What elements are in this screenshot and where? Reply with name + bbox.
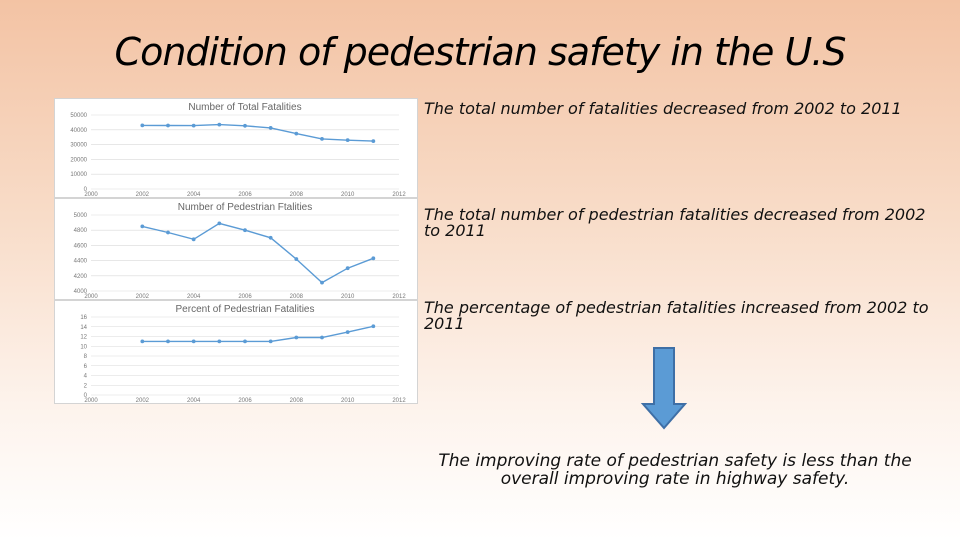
y-tick-label: 14 xyxy=(80,325,87,331)
x-tick-label: 2012 xyxy=(392,398,406,403)
y-tick-label: 4 xyxy=(84,374,88,380)
y-tick-label: 50000 xyxy=(70,113,87,119)
pedestrian-percent-chart: Percent of Pedestrian Fatalities 0 2 4 6 8 10 1… xyxy=(54,300,418,404)
data-point xyxy=(191,237,196,242)
y-tick-label: 4800 xyxy=(74,228,88,234)
pedestrian-fatalities-chart: Number of Pedestrian Ftalities 4000 4200 44… xyxy=(54,198,418,300)
series-line xyxy=(142,123,374,142)
data-point xyxy=(217,122,222,127)
pedestrian-fatalities-chart-svg: Number of Pedestrian Ftalities 4000 4200 44… xyxy=(74,202,407,299)
data-point xyxy=(191,123,196,128)
data-point xyxy=(345,138,350,143)
x-tick-label: 2008 xyxy=(290,192,304,197)
data-point xyxy=(294,257,299,261)
data-point xyxy=(345,266,350,271)
total-fatalities-chart-svg: Number of Total Fatalities 0 10000 20000 300… xyxy=(70,102,406,197)
x-tick-label: 2006 xyxy=(238,192,252,197)
x-tick-label: 2002 xyxy=(136,294,150,299)
y-tick-label: 16 xyxy=(80,315,87,321)
data-point xyxy=(320,136,324,141)
data-point xyxy=(217,339,222,344)
data-point xyxy=(166,123,170,128)
data-point xyxy=(268,339,273,344)
data-point xyxy=(371,256,376,261)
data-point xyxy=(268,235,273,240)
bullet-total-fatalities: The total number of fatalities decreased… xyxy=(424,99,902,118)
data-point xyxy=(140,123,145,128)
data-point xyxy=(140,339,145,344)
y-tick-label: 20000 xyxy=(70,157,87,163)
x-tick-label: 2002 xyxy=(136,398,150,403)
x-tick-label: 2010 xyxy=(341,294,355,299)
x-tick-label: 2004 xyxy=(187,294,201,299)
total-fatalities-chart: Number of Total Fatalities 0 10000 20000 300… xyxy=(54,98,418,198)
data-point xyxy=(320,335,324,340)
chart-title: Percent of Pedestrian Fatalities xyxy=(176,304,315,315)
series-line xyxy=(142,222,374,284)
data-point xyxy=(243,228,247,233)
x-tick-label: 2004 xyxy=(187,398,201,403)
data-point xyxy=(166,339,170,344)
y-tick-label: 0 xyxy=(84,187,88,193)
slide-title: Condition of pedestrian safety in the U.… xyxy=(114,30,847,74)
x-tick-label: 2000 xyxy=(84,192,98,197)
x-tick-label: 2008 xyxy=(290,294,304,299)
y-tick-label: 4000 xyxy=(74,289,88,295)
x-tick-label: 2008 xyxy=(290,398,304,403)
y-tick-label: 4400 xyxy=(74,259,88,265)
x-tick-label: 2012 xyxy=(392,294,406,299)
y-tick-label: 12 xyxy=(80,335,87,341)
y-tick-label: 40000 xyxy=(70,128,87,134)
pedestrian-percent-chart-svg: Percent of Pedestrian Fatalities 0 2 4 6 8 10 1… xyxy=(80,304,406,403)
x-tick-label: 2012 xyxy=(392,192,406,197)
x-tick-label: 2006 xyxy=(238,294,252,299)
data-point xyxy=(166,230,170,235)
down-arrow-icon xyxy=(640,346,688,435)
data-point xyxy=(294,335,299,340)
data-point xyxy=(294,131,299,136)
x-tick-label: 2006 xyxy=(238,398,252,403)
y-tick-label: 4600 xyxy=(74,243,88,249)
y-tick-label: 30000 xyxy=(70,143,87,149)
y-tick-label: 5000 xyxy=(74,213,88,219)
conclusion-text: The improving rate of pedestrian safety … xyxy=(438,451,912,489)
bullet-pedestrian-fatalities: The total number of pedestrian fatalitie… xyxy=(424,205,926,240)
chart-title: Number of Pedestrian Ftalities xyxy=(178,202,313,213)
y-tick-label: 2 xyxy=(84,383,88,389)
x-tick-label: 2010 xyxy=(341,192,355,197)
data-point xyxy=(140,224,145,229)
data-point xyxy=(371,139,376,143)
y-tick-label: 0 xyxy=(84,393,88,399)
x-tick-label: 2000 xyxy=(84,294,98,299)
y-tick-label: 10000 xyxy=(70,172,87,178)
series-line xyxy=(142,325,374,343)
data-point xyxy=(243,339,247,344)
y-tick-label: 10 xyxy=(80,344,87,350)
y-tick-label: 4200 xyxy=(74,274,88,280)
x-tick-label: 2004 xyxy=(187,192,201,197)
data-point xyxy=(371,324,376,329)
data-point xyxy=(268,126,273,130)
bullet-pedestrian-percent: The percentage of pedestrian fatalities … xyxy=(424,298,929,333)
chart-title: Number of Total Fatalities xyxy=(188,102,301,113)
data-point xyxy=(191,339,196,344)
x-tick-label: 2002 xyxy=(136,192,150,197)
data-point xyxy=(217,221,222,226)
data-point xyxy=(320,280,324,285)
y-tick-label: 8 xyxy=(84,354,88,360)
data-point xyxy=(345,330,350,335)
x-tick-label: 2000 xyxy=(84,398,98,403)
x-tick-label: 2010 xyxy=(341,398,355,403)
data-point xyxy=(243,123,247,128)
y-tick-label: 6 xyxy=(84,364,88,370)
